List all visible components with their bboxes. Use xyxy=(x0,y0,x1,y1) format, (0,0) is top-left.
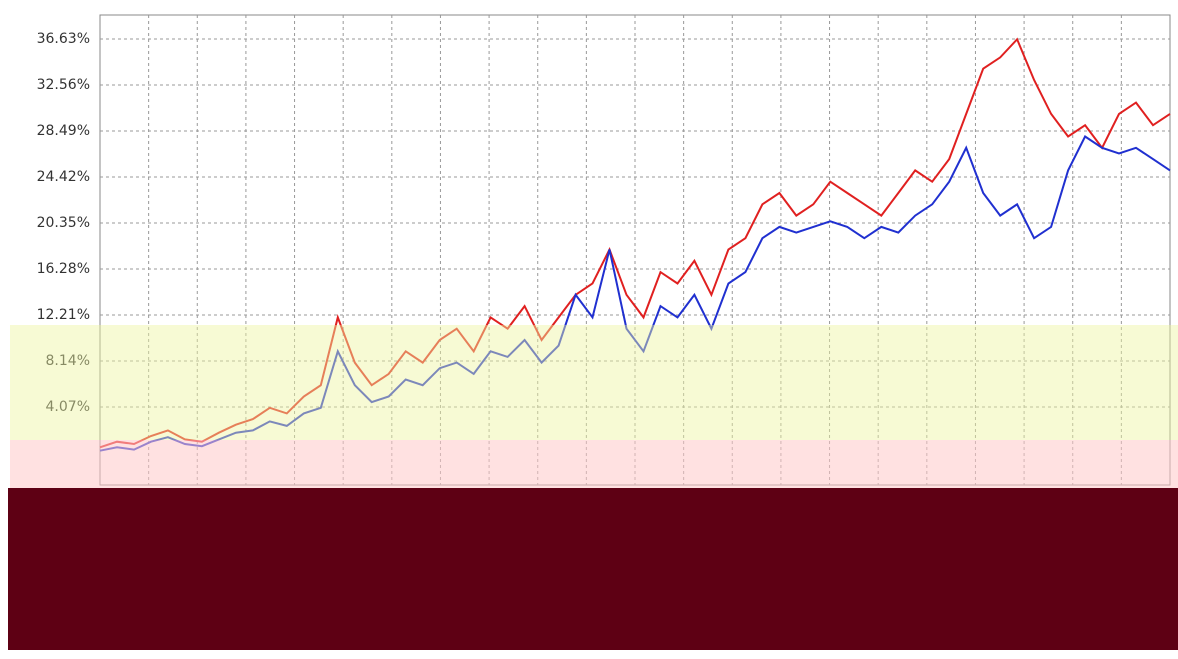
y-tick-label: 32.56% xyxy=(37,77,90,93)
glitch-block xyxy=(8,488,1178,650)
y-tick-label: 36.63% xyxy=(37,31,90,47)
chart-layer: 4.07% 8.14% 12.21% 16.28% 20.35% 24.42% 28.49%… xyxy=(37,15,1171,485)
y-tick-label: 24.42% xyxy=(37,169,90,185)
y-tick-label: 4.07% xyxy=(46,399,90,415)
series-line xyxy=(99,135,1171,452)
y-tick-label: 28.49% xyxy=(37,123,90,139)
y-tick-label: 8.14% xyxy=(46,353,90,369)
glitch-band xyxy=(10,440,1178,488)
y-tick-label: 16.28% xyxy=(37,261,90,277)
y-tick-label: 20.35% xyxy=(37,215,90,231)
series-line xyxy=(99,37,1171,449)
glitch-band xyxy=(10,325,1178,440)
y-tick-label: 12.21% xyxy=(37,307,90,323)
